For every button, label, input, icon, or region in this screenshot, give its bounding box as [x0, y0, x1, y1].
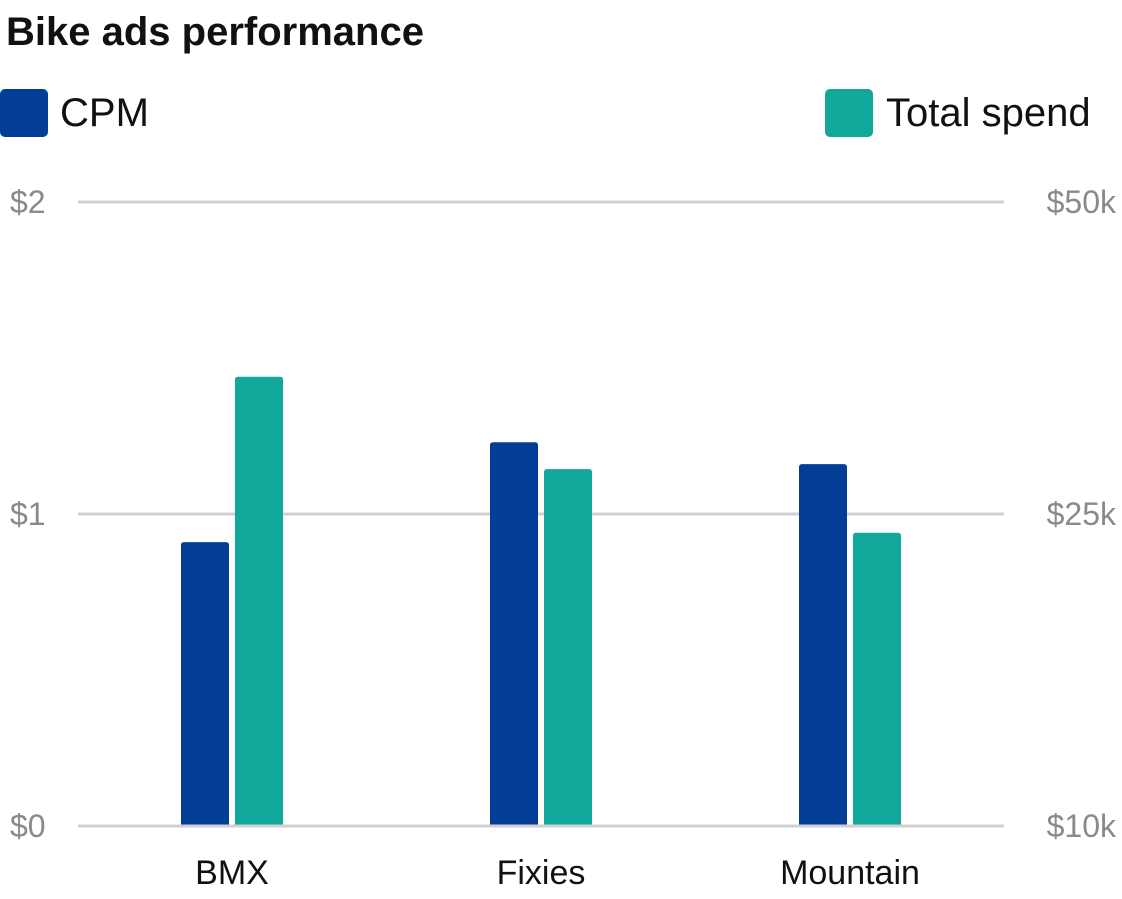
left-tick-label: $2	[10, 184, 46, 220]
chart-title: Bike ads performance	[6, 10, 424, 54]
right-tick-label: $25k	[1047, 496, 1117, 532]
category-labels: BMX Fixies Mountain	[195, 854, 920, 892]
left-axis-ticks: $0 $1 $2	[10, 184, 46, 844]
left-tick-label: $1	[10, 496, 46, 532]
category-label: Mountain	[780, 854, 920, 892]
legend-label-total-spend: Total spend	[886, 91, 1091, 135]
category-label: Fixies	[497, 854, 586, 892]
bars	[78, 376, 1004, 828]
bar-total-spend-bmx[interactable]	[235, 376, 283, 826]
legend-label-cpm: CPM	[60, 91, 149, 135]
bar-total-spend-fixies[interactable]	[544, 469, 592, 826]
bar-total-spend-mountain[interactable]	[853, 532, 901, 826]
bar-cpm-mountain[interactable]	[799, 464, 847, 826]
category-label: BMX	[195, 854, 269, 892]
legend: CPM Total spend	[0, 89, 1091, 137]
bar-cpm-bmx[interactable]	[181, 542, 229, 826]
bar-cpm-fixies[interactable]	[490, 442, 538, 826]
right-tick-label: $50k	[1047, 184, 1117, 220]
right-tick-label: $10k	[1047, 808, 1117, 844]
legend-item-cpm[interactable]: CPM	[0, 89, 149, 137]
legend-swatch-total-spend	[825, 89, 873, 137]
legend-swatch-cpm	[0, 89, 48, 137]
left-tick-label: $0	[10, 808, 46, 844]
legend-item-total-spend[interactable]: Total spend	[825, 89, 1091, 137]
right-axis-ticks: $10k $25k $50k	[1047, 184, 1117, 844]
